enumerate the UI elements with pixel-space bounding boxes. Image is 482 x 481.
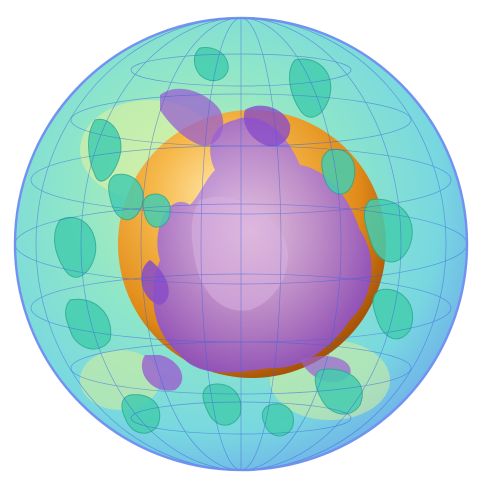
visualization-canvas — [0, 0, 482, 481]
earth-mantle-rendering — [0, 0, 482, 481]
